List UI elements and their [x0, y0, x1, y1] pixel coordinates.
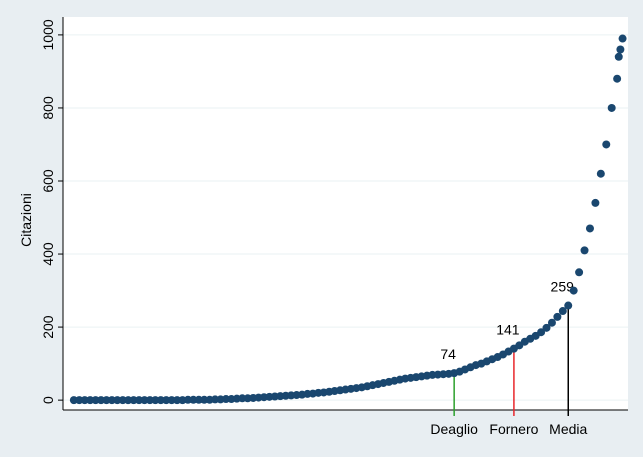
point	[585, 224, 594, 233]
point	[613, 74, 622, 83]
point	[558, 307, 567, 316]
point	[616, 45, 625, 54]
y-tick-label: 800	[40, 96, 56, 120]
y-tick-label: 600	[40, 169, 56, 193]
point	[607, 103, 616, 112]
point	[596, 169, 605, 178]
reference-label: Fornero	[489, 421, 538, 437]
reference-label: Media	[549, 421, 587, 437]
point	[542, 323, 551, 332]
point	[580, 246, 589, 255]
point	[618, 34, 627, 43]
point	[553, 312, 562, 321]
y-tick-label: 1000	[40, 19, 56, 50]
reference-label: Deaglio	[430, 421, 478, 437]
y-axis-title: Citazioni	[18, 193, 34, 247]
plot-area	[63, 17, 628, 410]
point	[614, 52, 623, 61]
point	[569, 286, 578, 295]
point	[564, 301, 573, 310]
reference-value: 74	[440, 346, 456, 362]
point	[575, 268, 584, 277]
reference-value: 259	[551, 279, 575, 295]
y-tick-label: 200	[40, 315, 56, 339]
point	[591, 198, 600, 207]
point	[602, 140, 611, 149]
y-tick-label: 0	[40, 396, 56, 404]
point	[547, 318, 556, 327]
reference-value: 141	[496, 322, 520, 338]
y-tick-label: 400	[40, 242, 56, 266]
point	[537, 328, 546, 337]
